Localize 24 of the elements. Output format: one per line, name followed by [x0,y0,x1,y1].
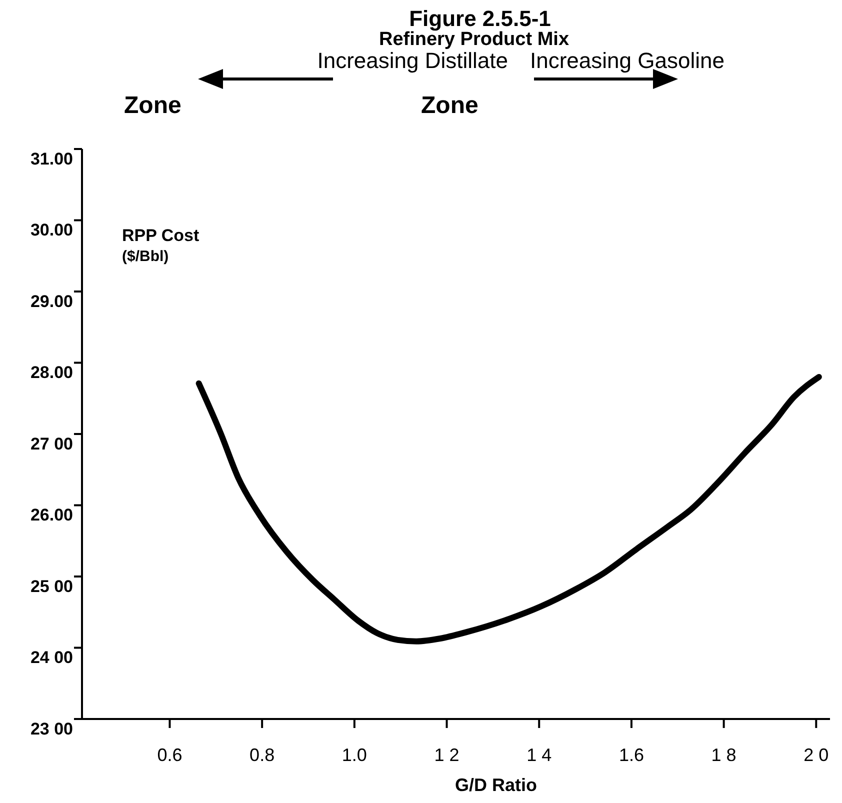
x-tick-label: 1 2 [434,745,460,765]
x-tick-label: 2 0 [804,745,829,765]
x-tick-label: 1 8 [711,745,736,765]
y-tick-label: 28.00 [30,363,73,382]
y-tick-label: 30.00 [30,220,73,240]
y-tick-label: 23 00 [30,719,73,738]
x-tick-label: 1 4 [526,745,552,765]
text: Increasing Distillate [317,48,508,73]
text: Increasing Gasoline [530,48,724,73]
chart-title: Figure 2.5.5-1 [409,6,551,31]
x-tick-label: 0.8 [250,745,275,765]
y-tick-label: 27 00 [30,434,73,454]
y-tick-label: 25 00 [30,576,73,596]
y-tick-label: 31.00 [30,149,73,168]
y-axis-title: RPP Cost ($/Bbl) [122,226,200,265]
x-axis-title: G/D Ratio [454,775,538,795]
y-tick-label: 26.00 [30,506,73,525]
x-tick-label: 0.6 [157,745,182,765]
x-tick-label: 1.0 [342,745,367,765]
text: Zone [421,92,478,119]
x-tick-label: 1.6 [618,745,644,765]
y-tick-label: 29.00 [30,292,73,311]
text: Zone [124,92,182,119]
y-tick-label: 24 00 [30,648,73,668]
